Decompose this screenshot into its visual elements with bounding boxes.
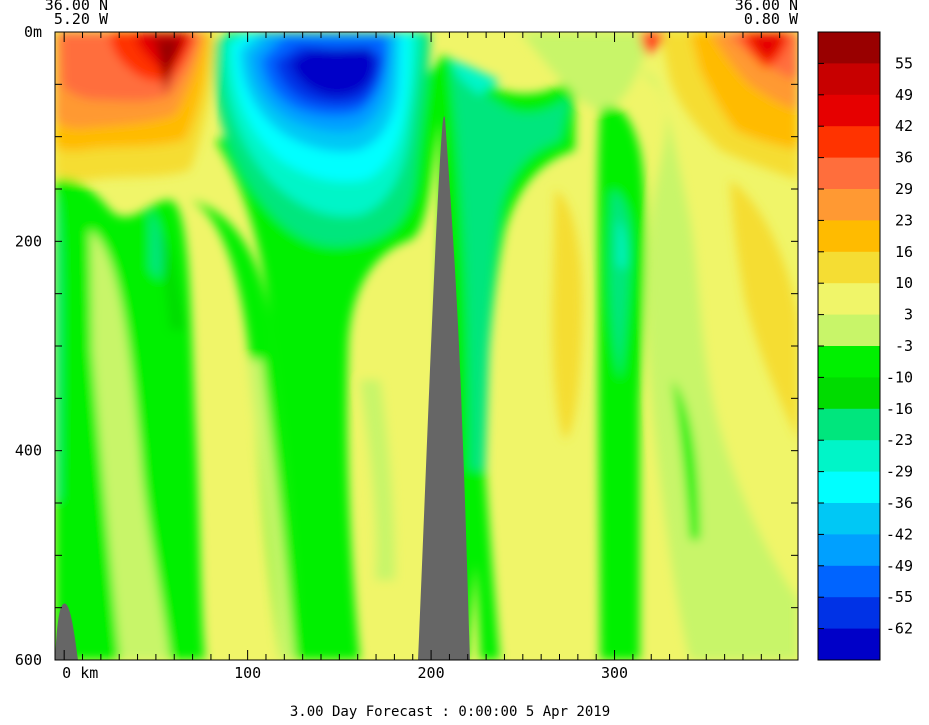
colorbar-swatch: [818, 503, 880, 535]
land-seamount-center: [418, 116, 470, 660]
axis-ticks: [55, 31, 798, 661]
colorbar-label: 29: [895, 180, 913, 198]
colorbar-label: -29: [886, 463, 913, 481]
colorbar-swatch: [818, 94, 880, 127]
x-tick-label: 200: [418, 664, 445, 682]
colorbar-swatch: [818, 157, 880, 190]
plot-area: [55, 32, 798, 660]
field-blobs: [55, 32, 798, 660]
axis-labels: 0m 200 400 600 0 km 100 200 300: [15, 23, 628, 682]
colorbar-swatch: [818, 63, 880, 96]
corner-left-lat: 36.00 N: [45, 0, 108, 14]
colorbar-label: -42: [886, 525, 913, 543]
colorbar-label: -36: [886, 494, 913, 512]
colorbar-swatch: [818, 126, 880, 159]
colorbar-label: 23: [895, 211, 913, 229]
colorbar-swatch: [818, 283, 880, 316]
colorbar-label: 49: [895, 86, 913, 104]
x-tick-label: 100: [234, 664, 261, 682]
colorbar-swatch: [818, 220, 880, 253]
footer-forecast-text: 3.00 Day Forecast : 0:00:00 5 Apr 2019: [290, 704, 610, 720]
colorbar-label: 16: [895, 243, 913, 261]
colorbar-swatch: [818, 534, 880, 567]
colorbar-swatch: [818, 597, 880, 630]
colorbar-swatch: [818, 189, 880, 221]
colorbar-swatch: [818, 408, 880, 441]
colorbar-swatch: [818, 440, 880, 473]
colorbar-swatch: [818, 346, 880, 378]
colorbar: 55 49 42 36 29 23 16 10 3 -3 -10 -16 -23 -29 -36 -42 -49…: [817, 31, 913, 661]
corner-left-lon: 5.20 W: [54, 10, 109, 28]
colorbar-swatch: [818, 32, 880, 64]
y-tick-label: 600: [15, 651, 42, 669]
colorbar-swatch: [818, 565, 880, 598]
y-tick-label: 0m: [24, 23, 42, 41]
corner-right-lat: 36.00 N: [735, 0, 798, 14]
colorbar-label: 42: [895, 117, 913, 135]
colorbar-swatch: [818, 314, 880, 347]
x-tick-label: 0 km: [62, 664, 98, 682]
colorbar-swatch: [818, 628, 880, 661]
colorbar-label: -3: [895, 337, 913, 355]
colorbar-label: -16: [886, 400, 913, 418]
land-seamount-left: [55, 603, 78, 660]
colorbar-swatch: [818, 251, 880, 284]
y-tick-label: 400: [15, 442, 42, 460]
colorbar-label: 55: [895, 54, 913, 72]
colorbar-label: -49: [886, 557, 913, 575]
colorbar-swatch: [818, 377, 880, 410]
corner-right-lon: 0.80 W: [744, 10, 799, 28]
colorbar-label: -62: [886, 620, 913, 638]
colorbar-label: 36: [895, 149, 913, 167]
colorbar-label: 3: [904, 306, 913, 324]
colorbar-label: 10: [895, 274, 913, 292]
y-tick-label: 200: [15, 232, 42, 250]
x-tick-label: 300: [601, 664, 628, 682]
colorbar-label: -23: [886, 431, 913, 449]
colorbar-label: -55: [886, 588, 913, 606]
colorbar-label: -10: [886, 368, 913, 386]
colorbar-swatch: [818, 471, 880, 504]
